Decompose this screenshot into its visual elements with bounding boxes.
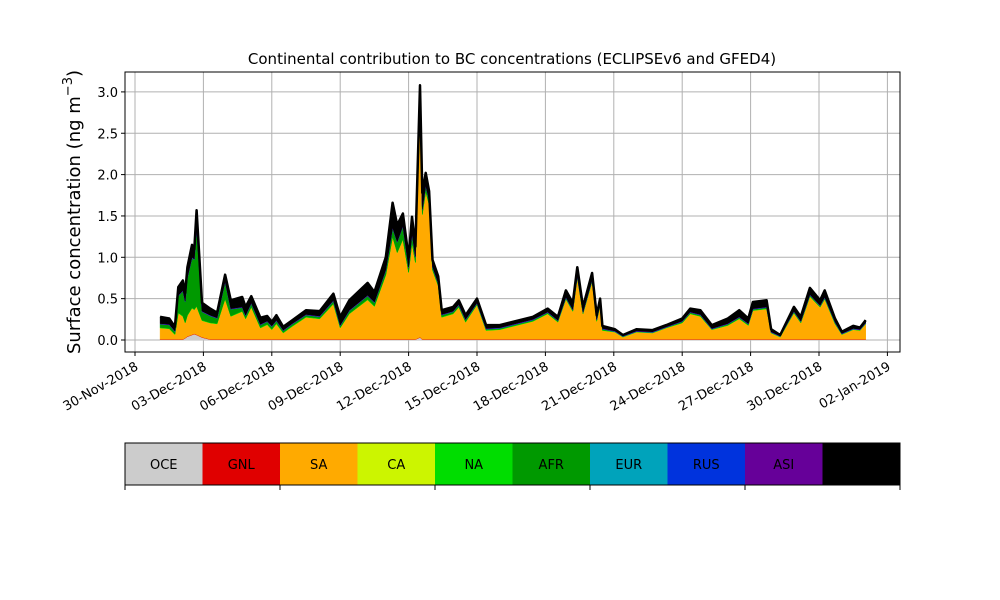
colorbar-segment-rus: RUS xyxy=(667,443,745,485)
x-tick-label: 02-Jan-2019 xyxy=(817,359,894,412)
colorbar-segment-oce: OCE xyxy=(125,443,203,485)
y-axis-label-main: Surface concentration (ng m xyxy=(64,96,85,354)
colorbar-swatch xyxy=(590,443,668,485)
chart-title: Continental contribution to BC concentra… xyxy=(248,50,776,68)
colorbar-swatch xyxy=(357,443,435,485)
y-axis: 0.0 0.5 1.0 1.5 2.0 2.5 3.0 xyxy=(97,86,125,349)
y-axis-label: Surface concentration (ng m−3) xyxy=(61,70,85,354)
colorbar-segment-afr: AFR xyxy=(512,443,590,485)
colorbar-label: AUS xyxy=(848,458,875,473)
x-tick-label: 03-Dec-2018 xyxy=(129,359,209,414)
colorbar-segment-aus: AUS xyxy=(822,443,900,485)
colorbar-label: GNL xyxy=(228,458,256,473)
colorbar-label: OCE xyxy=(150,458,178,473)
x-tick-label: 30-Nov-2018 xyxy=(61,359,141,414)
x-tick-label: 06-Dec-2018 xyxy=(197,359,277,414)
total-outline xyxy=(159,84,867,337)
y-tick-label: 2.5 xyxy=(97,127,118,142)
y-tick-label: 2.0 xyxy=(97,169,118,184)
y-axis-label-superscript: −3 xyxy=(61,77,76,96)
colorbar-swatch xyxy=(512,443,590,485)
colorbar-swatch xyxy=(125,443,203,485)
y-tick-label: 0.5 xyxy=(97,293,118,308)
colorbar-label: SA xyxy=(310,458,327,473)
x-axis: 30-Nov-201803-Dec-201806-Dec-201809-Dec-… xyxy=(61,352,894,415)
x-tick-label: 18-Dec-2018 xyxy=(471,359,551,414)
y-axis-label-end: ) xyxy=(64,70,85,77)
x-tick-label: 30-Dec-2018 xyxy=(745,359,825,414)
colorbar-swatch xyxy=(745,443,823,485)
colorbar-label: CA xyxy=(387,458,405,473)
stacked-areas xyxy=(159,84,867,341)
x-tick-label: 12-Dec-2018 xyxy=(334,359,414,414)
colorbar-swatch xyxy=(202,443,280,485)
plot-frame xyxy=(124,71,901,353)
x-tick-label: 15-Dec-2018 xyxy=(403,359,483,414)
colorbar-segment-na: NA xyxy=(435,443,513,485)
colorbar-segment-gnl: GNL xyxy=(202,443,280,485)
y-tick-label: 1.5 xyxy=(97,210,118,225)
colorbar-label: ASI xyxy=(773,458,794,473)
colorbar-swatch xyxy=(822,443,900,485)
colorbar-swatch xyxy=(435,443,513,485)
colorbar-frame xyxy=(124,442,901,486)
x-tick-label: 27-Dec-2018 xyxy=(676,359,756,414)
colorbar-swatch xyxy=(667,443,745,485)
colorbar-segment-eur: EUR xyxy=(590,443,668,485)
colorbar-label: RUS xyxy=(693,458,720,473)
y-tick-label: 3.0 xyxy=(97,86,118,101)
y-tick-label: 1.0 xyxy=(97,251,118,266)
colorbar-segment-sa: SA xyxy=(280,443,358,485)
y-tick-label: 0.0 xyxy=(97,334,118,349)
colorbar-label: NA xyxy=(464,458,483,473)
colorbar-segment-asi: ASI xyxy=(745,443,823,485)
colorbar-label: EUR xyxy=(615,458,642,473)
colorbar-segment-ca: CA xyxy=(357,443,435,485)
region-colorbar-legend: OCE GNL SA CA NA AFR EUR RUS ASI AUS xyxy=(124,442,901,490)
colorbar-swatch xyxy=(280,443,358,485)
x-tick-label: 09-Dec-2018 xyxy=(266,359,346,414)
x-tick-label: 24-Dec-2018 xyxy=(608,359,688,414)
colorbar-label: AFR xyxy=(539,458,564,473)
x-tick-label: 21-Dec-2018 xyxy=(539,359,619,414)
